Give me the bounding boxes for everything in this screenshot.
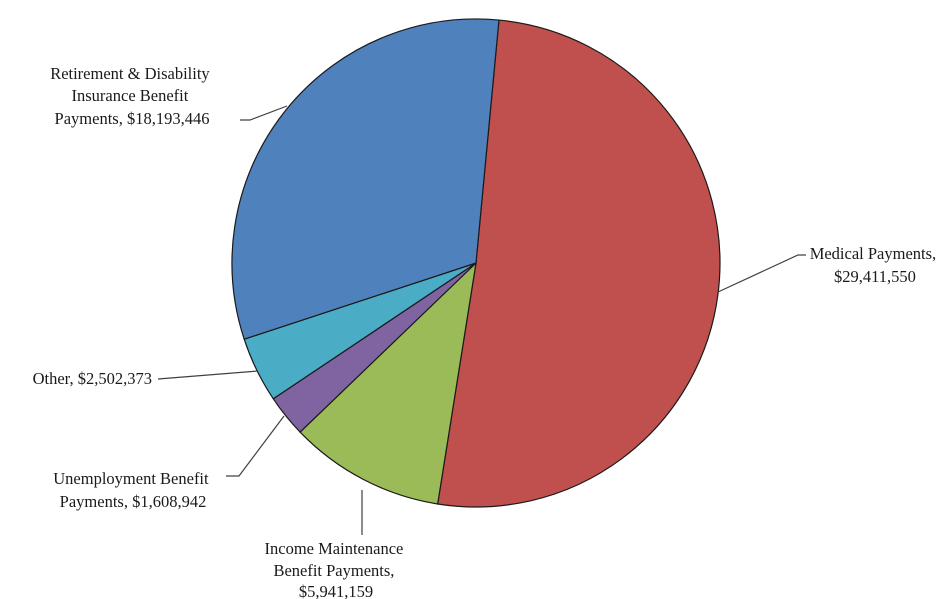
pie-slice-medical-payments <box>436 19 721 508</box>
label-income-maintenance: Income Maintenance Benefit Payments, $5,… <box>265 539 408 599</box>
leader-lines <box>157 105 806 535</box>
leader-other <box>157 370 259 380</box>
pie-slice-retirement-disability-insurance-benefit-payments <box>231 18 500 340</box>
pie-slice-income-maintenance-benefit-payments <box>299 261 477 505</box>
leader-medical-payments <box>717 254 806 293</box>
leader-unemployment-benefit <box>226 415 285 477</box>
label-other: Other, $2,502,373 <box>33 369 152 388</box>
label-retirement-disability: Retirement & Disability Insurance Benefi… <box>50 64 214 128</box>
leader-retirement-disability <box>240 105 288 121</box>
label-medical-payments: Medical Payments, $29,411,550 <box>810 244 941 286</box>
label-unemployment-benefit: Unemployment Benefit Payments, $1,608,94… <box>53 469 212 511</box>
pie-slices <box>231 18 721 508</box>
